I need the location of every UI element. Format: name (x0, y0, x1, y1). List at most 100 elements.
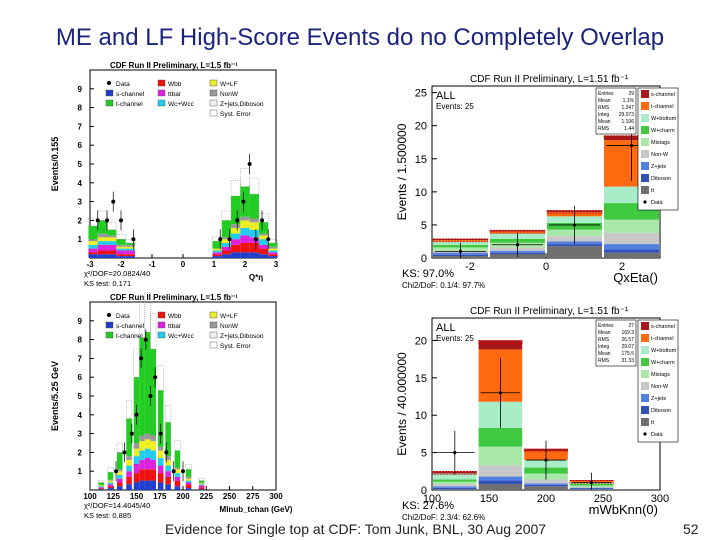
syst-error-band (133, 348, 140, 378)
bin-segment-wbb (240, 242, 250, 253)
legend-label: t-channel (116, 333, 143, 340)
x-axis-label: Q*η (249, 273, 263, 282)
syst-error-band (174, 440, 181, 451)
data-point (241, 199, 246, 204)
x-tick-label: 150 (130, 492, 144, 501)
legend-swatch (641, 174, 649, 182)
data-point (515, 243, 520, 247)
stats-value: 175.5 (621, 351, 634, 357)
bin-segment-tt (144, 458, 151, 470)
bin-segment-tt (125, 250, 135, 255)
syst-error-band (212, 236, 222, 242)
bin-segment-wbb (221, 250, 232, 255)
legend-label: ttbar (168, 91, 182, 98)
chart-q-eta: Events/0.155 CDF Run II Preliminary, L=1.… (50, 61, 279, 288)
bin-segment-wcc (249, 229, 259, 238)
legend-swatch (157, 99, 166, 107)
bin-segment (490, 231, 545, 234)
bin-segment-s (125, 256, 135, 258)
bin-segment-tt (221, 246, 232, 251)
bin-segment-wcc (185, 480, 192, 483)
bin-segment-s (221, 254, 232, 258)
legend-label: s-channel (116, 323, 145, 330)
stats-box (595, 319, 637, 367)
syst-error-band (240, 168, 250, 187)
data-point (119, 218, 123, 223)
bin-segment-nonw (139, 435, 145, 442)
y-tick-label: 5 (78, 160, 83, 169)
data-point (260, 218, 265, 223)
syst-error-band (144, 292, 151, 333)
legend-swatch (105, 99, 114, 107)
bin-segment-wlf (116, 246, 126, 249)
y-tick-label: 3 (78, 198, 83, 207)
data-point (266, 237, 271, 242)
ks-text: KS: 97.0% (402, 268, 454, 280)
data-point (171, 469, 176, 474)
bin-segment-wcc (268, 250, 278, 253)
bin-segment-wcc (221, 242, 232, 247)
y-tick-label: 9 (78, 85, 83, 94)
legend-label: W+bottom (651, 348, 677, 354)
bin-segment-t (165, 422, 171, 457)
data-point (572, 223, 577, 227)
bin-segment-t (126, 418, 132, 457)
y-axis-label: Events/5.25 GeV (50, 361, 60, 431)
data-point (629, 143, 634, 148)
bin-segment-wcc (198, 484, 205, 486)
bin-segment-wbb (116, 482, 123, 487)
y-tick-label: 4 (78, 411, 83, 420)
syst-error-band (258, 213, 269, 223)
bin-segment-nonw (165, 456, 171, 460)
syst-error-band (165, 405, 172, 423)
bin-segment-wlf (157, 450, 164, 459)
bin-segment (490, 230, 545, 232)
y-tick-label: 5 (421, 448, 427, 460)
stats-value: 29.073 (619, 112, 635, 118)
bin-segment-wbb (98, 488, 104, 490)
bin-segment-t (144, 332, 151, 434)
stats-value: 1.1% (623, 98, 635, 104)
bin-segment (604, 249, 659, 253)
bin-segment-wlf (198, 483, 205, 485)
bin-segment-s (231, 252, 241, 258)
stats-value: 29 (628, 91, 634, 97)
y-tick-label: 2 (78, 448, 83, 457)
bin-segment-wcc (139, 450, 145, 460)
bin-segment-wcc (231, 233, 241, 240)
bin-segment-t (97, 220, 108, 234)
bin-segment-wbb (116, 254, 126, 257)
legend-label: t-channel (651, 104, 674, 110)
all-label: ALL (436, 322, 456, 334)
bin-segment-wlf (185, 478, 192, 481)
bin-segment (604, 252, 659, 258)
x-tick-label: 0 (543, 261, 549, 273)
bin-segment (433, 238, 488, 241)
bin-segment-t (107, 472, 114, 480)
bin-segment-wcc (116, 474, 123, 479)
legend-label: W+LF (220, 81, 238, 88)
bin-segment-wcc (126, 465, 132, 472)
bin-segment-wbb (125, 254, 135, 257)
x-tick-label: 200 (176, 492, 190, 501)
legend-swatch (209, 331, 218, 339)
legend-swatch (105, 321, 114, 329)
y-tick-label: 5 (421, 220, 427, 232)
legend-label: Syst. Error (220, 343, 252, 350)
bin-segment-t (125, 242, 135, 245)
bin-segment-t (139, 337, 145, 436)
bin-segment-s (116, 256, 126, 258)
legend-label: W+bottom (651, 116, 677, 122)
bin-segment-wlf (126, 459, 132, 466)
data-point (139, 356, 144, 361)
bin-segment-wlf (150, 441, 157, 451)
bin-segment-s (107, 488, 114, 490)
data-point (164, 450, 169, 455)
bin-segment-tt (185, 482, 192, 485)
bin-segment-t (88, 226, 98, 240)
legend-label: s-channel (651, 92, 675, 98)
bin-segment-wbb (107, 250, 117, 255)
bin-segment-nonw (198, 482, 205, 484)
stats-key: Mean (598, 351, 611, 357)
bin-segment (604, 219, 659, 233)
